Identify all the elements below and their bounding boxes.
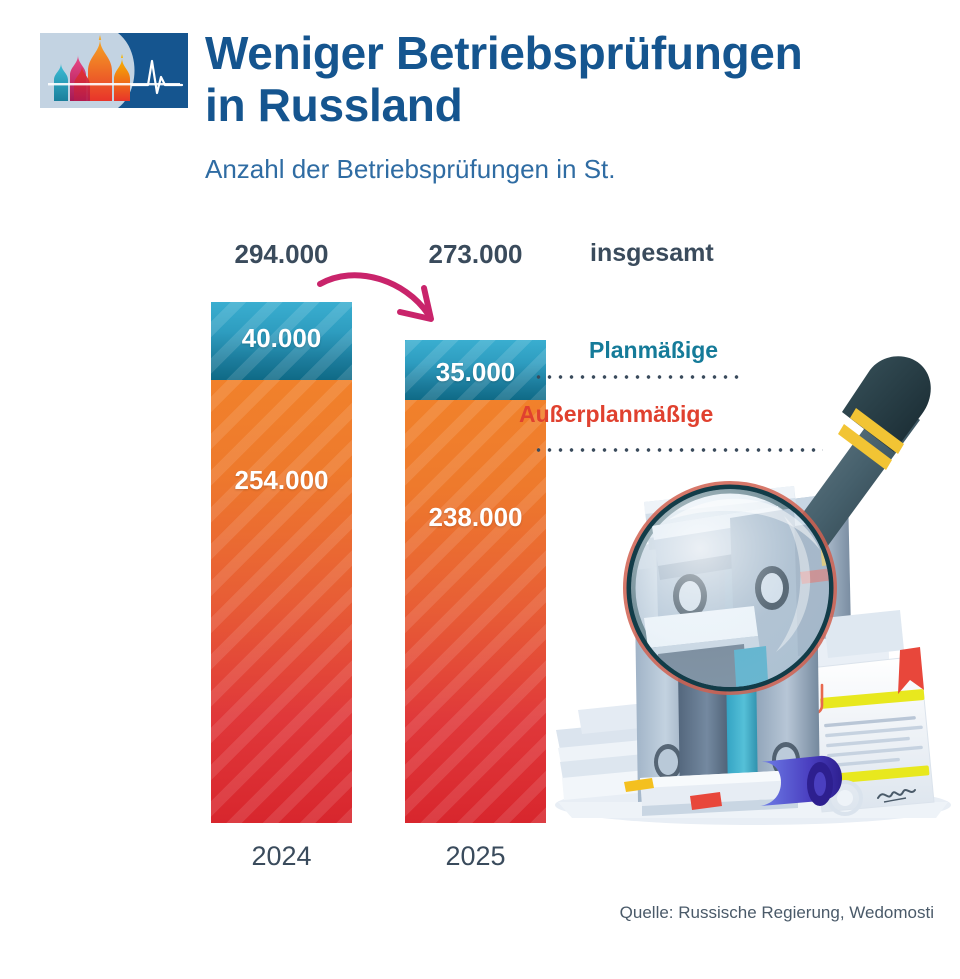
page-subtitle: Anzahl der Betriebsprüfungen in St.: [205, 154, 616, 184]
bar-2025-unplanned-value: 238.000: [428, 502, 523, 532]
title-line-2: in Russland: [205, 78, 463, 131]
page-title: Weniger Betriebsprüfungen in Russland: [205, 27, 925, 131]
bar-2024-planned-value: 40.000: [241, 323, 322, 353]
decrease-arrow-icon: [300, 262, 475, 337]
bar-2025-unplanned-segment: 238.000: [405, 400, 546, 823]
total-label: insgesamt: [590, 239, 714, 267]
bar-2024-unplanned-segment: 254.000: [211, 380, 352, 823]
bar-2024-unplanned-value: 254.000: [234, 465, 329, 495]
bar-2025-planned-value: 35.000: [435, 357, 516, 387]
legend-label-unplanned: Außerplanmäßige: [519, 401, 714, 427]
source-note: Quelle: Russische Regierung, Wedomosti: [619, 903, 934, 922]
total-value-2024: 294.000: [234, 239, 329, 269]
axis-label-2024: 2024: [251, 841, 312, 871]
axis-label-2025: 2025: [445, 841, 506, 871]
bar-2024: 40.000 254.000: [211, 302, 352, 823]
legend-leader-line-planned: [533, 375, 741, 379]
legend-label-planned: Planmäßige: [589, 337, 719, 363]
title-line-1: Weniger Betriebsprüfungen: [205, 27, 803, 79]
st-basils-pulse-logo: [40, 33, 188, 108]
legend-leader-line-unplanned: [533, 448, 823, 452]
audit-documents-illustration: [548, 350, 960, 840]
bar-2025-planned-segment: 35.000: [405, 340, 546, 400]
bar-2024-planned-segment: 40.000: [211, 302, 352, 380]
total-value-2025: 273.000: [428, 239, 523, 269]
bar-2025: 35.000 238.000: [405, 340, 546, 823]
